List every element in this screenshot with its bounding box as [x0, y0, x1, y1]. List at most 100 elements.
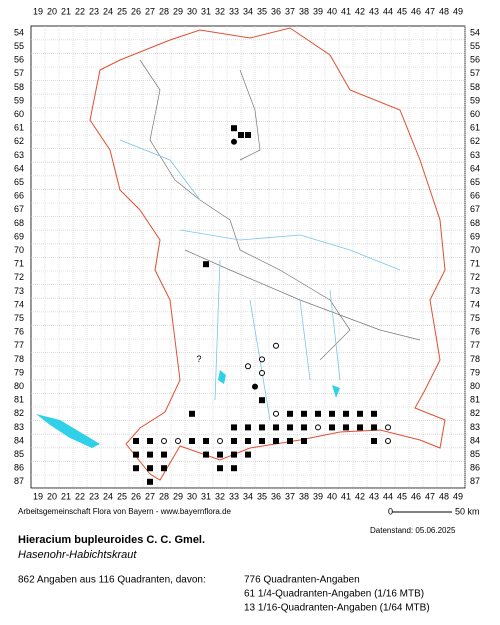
record-square	[203, 261, 209, 268]
column-label: 47	[425, 491, 435, 501]
row-label: 85	[14, 449, 24, 459]
column-label: 48	[439, 6, 449, 16]
record-square	[343, 410, 349, 417]
column-label: 42	[355, 6, 365, 16]
row-label: 80	[470, 381, 480, 391]
row-label: 73	[14, 286, 24, 296]
column-label: 49	[453, 6, 463, 16]
record-square	[273, 424, 279, 431]
column-label: 20	[47, 6, 57, 16]
row-label: 87	[14, 476, 24, 486]
record-square	[133, 465, 139, 472]
row-label: 77	[470, 340, 480, 350]
column-label: 43	[369, 6, 379, 16]
column-label: 43	[369, 491, 379, 501]
record-square	[203, 438, 209, 444]
row-label: 64	[14, 163, 24, 173]
row-label: 83	[470, 422, 480, 432]
column-label: 44	[383, 491, 393, 501]
column-label: 46	[411, 491, 421, 501]
column-label: 45	[397, 6, 407, 16]
row-label: 78	[14, 354, 24, 364]
record-square	[161, 465, 167, 472]
row-label: 82	[14, 408, 24, 418]
row-label: 58	[14, 82, 24, 92]
column-label: 19	[33, 6, 43, 16]
record-square	[231, 424, 237, 431]
record-circle	[273, 342, 279, 349]
row-label: 67	[14, 204, 24, 214]
row-label: 74	[14, 299, 24, 309]
row-label: 68	[14, 218, 24, 228]
row-label: 60	[470, 109, 480, 119]
row-label: 63	[470, 150, 480, 160]
record-square	[147, 478, 153, 485]
row-label: 54	[470, 27, 480, 37]
row-label: 77	[14, 340, 24, 350]
record-square	[259, 438, 265, 444]
record-circle	[259, 356, 265, 363]
row-label: 81	[470, 395, 480, 405]
record-square	[357, 424, 363, 431]
record-square	[161, 451, 167, 458]
record-square	[147, 465, 153, 472]
column-label: 39	[313, 6, 323, 16]
record-square	[259, 397, 265, 404]
column-label: 32	[215, 6, 225, 16]
record-square	[259, 424, 265, 431]
record-square	[245, 132, 251, 138]
row-label: 54	[14, 27, 24, 37]
record-square	[315, 410, 321, 417]
row-label: 61	[470, 123, 480, 133]
row-label: 85	[470, 449, 480, 459]
record-square	[287, 424, 293, 431]
count-line: 13 1/16-Quadranten-Angaben (1/64 MTB)	[244, 603, 430, 614]
species-title: Hieracium bupleuroides C. C. Gmel.	[18, 534, 205, 546]
record-square	[245, 438, 251, 444]
record-circle	[385, 424, 391, 431]
record-circle	[161, 438, 167, 444]
column-label: 36	[271, 6, 281, 16]
column-label: 31	[201, 6, 211, 16]
column-label: 37	[285, 491, 295, 501]
record-square	[147, 451, 153, 458]
record-square	[329, 424, 335, 431]
row-label: 57	[470, 68, 480, 78]
row-label: 62	[14, 136, 24, 146]
column-label: 34	[243, 6, 253, 16]
row-label: 69	[14, 231, 24, 241]
row-label: 72	[470, 272, 480, 282]
record-square	[371, 424, 377, 431]
column-label: 28	[159, 491, 169, 501]
column-label: 40	[327, 491, 337, 501]
row-label: 61	[14, 123, 24, 133]
row-label: 86	[470, 463, 480, 473]
row-label: 66	[14, 191, 24, 201]
record-circle	[315, 424, 321, 431]
record-square	[371, 438, 377, 444]
scale-start: 0	[388, 506, 393, 516]
record-square	[231, 465, 237, 472]
row-label: 62	[470, 136, 480, 146]
column-label: 40	[327, 6, 337, 16]
column-label: 34	[243, 491, 253, 501]
date: Datenstand: 05.06.2025	[370, 526, 456, 535]
record-square	[231, 125, 237, 132]
row-label: 80	[14, 381, 24, 391]
record-square	[203, 451, 209, 458]
record-square	[189, 438, 195, 444]
row-label: 55	[14, 41, 24, 51]
column-label: 21	[61, 491, 71, 501]
column-label: 28	[159, 6, 169, 16]
column-label: 35	[257, 6, 267, 16]
column-label: 27	[145, 491, 155, 501]
axis-labels: 19 19 20 20 21 21 22 22 23 23 24 24 25 25 26 26 27 27 28 28…	[14, 6, 480, 501]
column-label: 29	[173, 491, 183, 501]
state-border	[89, 27, 446, 481]
count-line: 776 Quadranten-Angaben	[244, 575, 360, 586]
column-label: 49	[453, 491, 463, 501]
record-circle	[259, 370, 265, 376]
column-label: 23	[89, 6, 99, 16]
record-square	[189, 410, 195, 417]
